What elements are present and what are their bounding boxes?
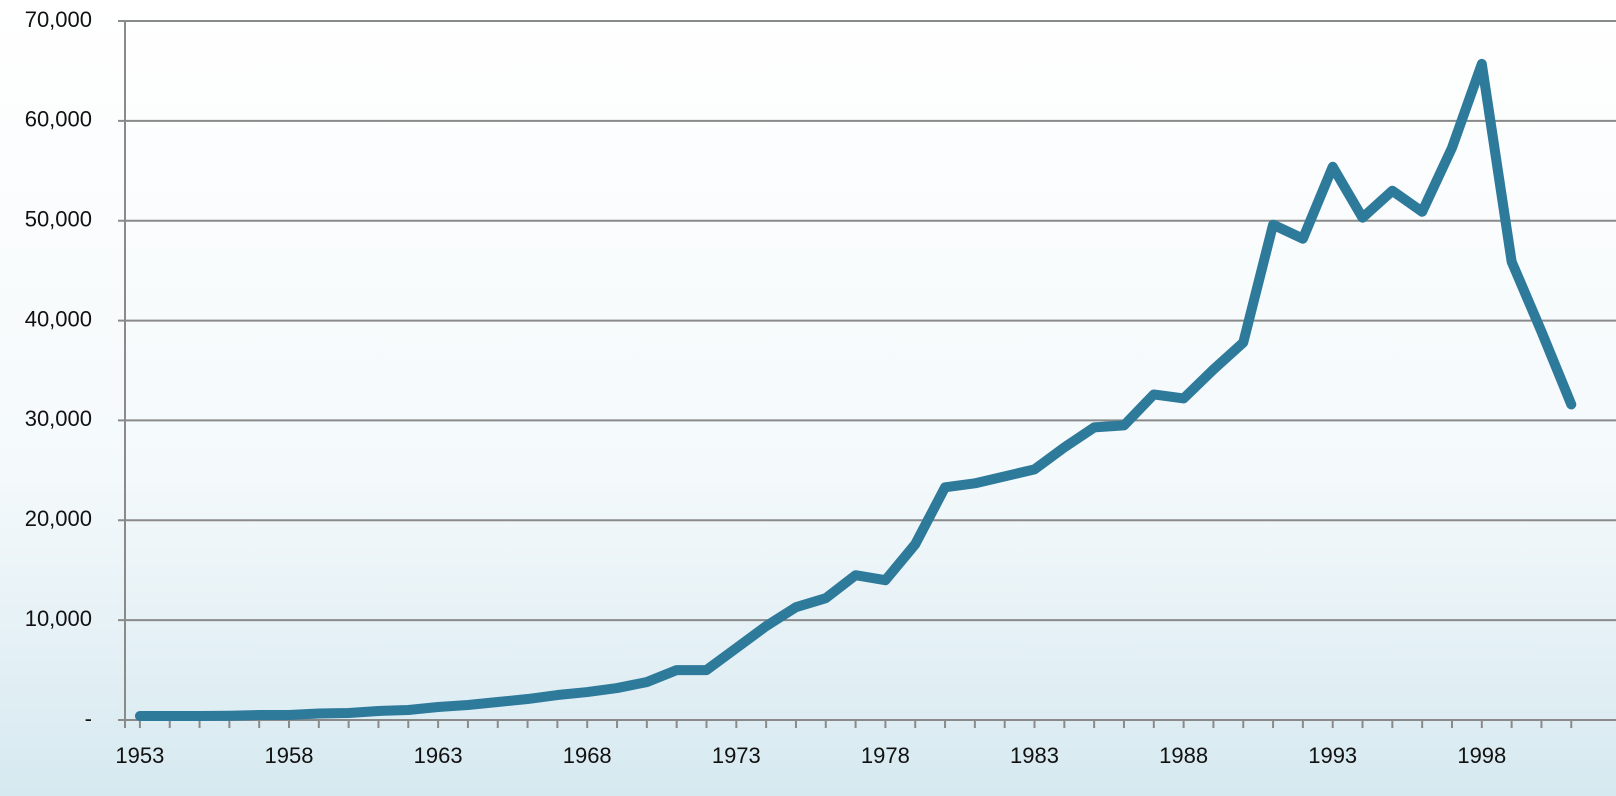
x-tick-label: 1953: [115, 743, 164, 768]
x-tick-label: 1968: [563, 743, 612, 768]
x-tick-label: 1973: [712, 743, 761, 768]
x-tick-label: 1998: [1457, 743, 1506, 768]
y-tick-label: 10,000: [25, 606, 92, 631]
y-tick-label: 40,000: [25, 306, 92, 331]
y-tick-label: 30,000: [25, 406, 92, 431]
x-tick-label: 1958: [265, 743, 314, 768]
data-line: [134, 58, 1577, 722]
y-tick-label: -: [85, 706, 92, 731]
y-tick-label: 50,000: [25, 207, 92, 232]
y-tick-label: 60,000: [25, 107, 92, 132]
x-tick-label: 1963: [414, 743, 463, 768]
x-tick-label: 1988: [1159, 743, 1208, 768]
y-tick-label: 70,000: [25, 7, 92, 32]
x-tick-label: 1993: [1308, 743, 1357, 768]
y-tick-label: 20,000: [25, 506, 92, 531]
x-tick-label: 1978: [861, 743, 910, 768]
x-tick-label: 1983: [1010, 743, 1059, 768]
